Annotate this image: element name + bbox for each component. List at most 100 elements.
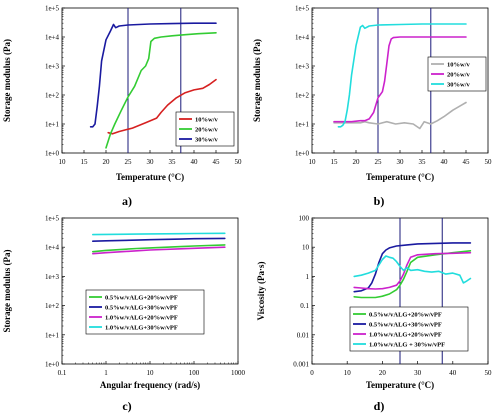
series-line-4: [353, 255, 472, 284]
legend-label: 1.0%w/vALG+30%w/vPF: [105, 325, 178, 332]
panel-label: a): [122, 194, 132, 208]
x-tick-label: 35: [169, 158, 177, 166]
x-tick-label: 50: [235, 158, 243, 166]
x-tick-label: 10: [147, 369, 155, 377]
x-tick-label: 100: [189, 369, 200, 377]
x-tick-label: 50: [485, 158, 493, 166]
panel-label: c): [122, 399, 131, 413]
x-axis-label: Temperature (°C): [366, 172, 434, 182]
x-tick-label: 1000: [231, 369, 246, 377]
legend-label: 10%w/v: [447, 62, 471, 69]
x-tick-label: 10: [344, 369, 352, 377]
legend-label: 30%w/v: [447, 82, 471, 89]
x-tick-label: 40: [191, 158, 199, 166]
x-tick-label: 30: [147, 158, 155, 166]
y-tick-label: 1e+0: [45, 361, 60, 369]
y-tick-label: 1e+5: [295, 5, 310, 13]
series-line-3: [92, 246, 226, 255]
legend: 0.5%w/vALG+20%w/vPF 0.5%w/vALG+30%w/vPF 1.…: [85, 289, 205, 335]
x-tick-label: 1: [104, 369, 108, 377]
series-line-2: [353, 242, 472, 293]
x-tick-label: 10: [309, 158, 317, 166]
legend: 10%w/v 20%w/v 30%w/v: [175, 111, 235, 147]
legend-label: 0.5%w/vALG+30%w/vPF: [105, 305, 178, 312]
x-tick-label: 10: [59, 158, 67, 166]
series-line-1: [333, 101, 467, 130]
series-line-1: [107, 78, 217, 135]
series-line-2: [105, 31, 217, 149]
x-axis-label: Temperature (°C): [116, 172, 184, 182]
legend: 10%w/v 20%w/v 30%w/v: [427, 56, 487, 92]
y-tick-label: 1e+2: [45, 302, 60, 310]
y-tick-label: 1e+5: [45, 215, 60, 223]
plot-content: 0 10 20 30 40 50 0.001 0.01 0.1 1 10 100 0.5%w/vALG+…: [293, 215, 492, 378]
y-tick-label: 1e+1: [295, 121, 310, 129]
x-tick-label: 25: [125, 158, 133, 166]
x-tick-label: 15: [331, 158, 339, 166]
legend-box: [349, 306, 469, 352]
series-line-1: [353, 250, 472, 299]
legend-label: 20%w/v: [195, 127, 219, 134]
y-axis-label: Storage modulus (Pa): [2, 249, 12, 332]
y-tick-label: 100: [299, 215, 310, 223]
plot-content: 10 15 20 25 30 35 40 45 50 1e+0 1e+1 1e+2 1e+3 1e+4 1e…: [295, 5, 492, 167]
plot-content: 0.1 1 10 100 1000 1e+0 1e+1 1e+2 1e+3 1e+4 1e+5 0.5…: [45, 215, 246, 378]
legend-label: 0.5%w/vALG+20%w/vPF: [105, 295, 178, 302]
legend-box: [85, 289, 205, 335]
x-tick-label: 0: [310, 369, 314, 377]
y-tick-label: 10: [302, 244, 310, 252]
x-tick-label: 0.1: [58, 369, 67, 377]
series-line-3: [337, 23, 467, 128]
panel-c: 0.1 1 10 100 1000 1e+0 1e+1 1e+2 1e+3 1e+4 1e+5 0.5…: [2, 215, 246, 414]
series-line-1: [92, 244, 226, 253]
y-tick-label: 1: [306, 273, 310, 281]
x-tick-label: 30: [397, 158, 405, 166]
y-tick-label: 1e+4: [295, 34, 310, 42]
x-tick-label: 40: [441, 158, 449, 166]
legend-label: 30%w/v: [195, 137, 219, 144]
panel-b: 10 15 20 25 30 35 40 45 50 1e+0 1e+1 1e+2 1e+3 1e+4 1e…: [252, 5, 492, 209]
series-line-4: [92, 232, 226, 236]
panel-label: d): [374, 399, 385, 413]
legend-label: 0.5%w/vALG+20%w/vPF: [369, 312, 442, 319]
panel-d: 0 10 20 30 40 50 0.001 0.01 0.1 1 10 100 0.5%w/vALG+…: [256, 215, 492, 414]
y-tick-label: 1e+0: [295, 150, 310, 158]
y-axis-label: Storage modulus (Pa): [252, 39, 262, 122]
panel-a: 10 15 20 25 30 35 40 45 50 1e+0 1e+1 1e+2 1e+3 1e+4 1e…: [2, 5, 242, 209]
y-tick-label: 0.1: [300, 302, 309, 310]
legend-label: 0.5%w/vALG+30%w/vPF: [369, 322, 442, 329]
y-tick-label: 1e+2: [295, 92, 310, 100]
y-tick-label: 1e+2: [45, 92, 60, 100]
x-tick-label: 45: [213, 158, 221, 166]
y-tick-label: 0.001: [293, 361, 309, 369]
y-tick-label: 1e+5: [45, 5, 60, 13]
y-tick-label: 1e+3: [45, 63, 60, 71]
legend-label: 1.0%w/vALG+20%w/vPF: [369, 332, 442, 339]
y-tick-label: 1e+4: [45, 244, 60, 252]
legend-label: 1.0%w/vALG + 30%w/vPF: [369, 342, 445, 349]
y-tick-label: 1e+0: [45, 150, 60, 158]
x-axis-label: Temperature (°C): [366, 380, 434, 390]
x-tick-label: 30: [414, 369, 422, 377]
legend-label: 1.0%w/vALG+20%w/vPF: [105, 315, 178, 322]
legend: 0.5%w/vALG+20%w/vPF 0.5%w/vALG+30%w/vPF 1.…: [349, 306, 469, 352]
plot-content: 10 15 20 25 30 35 40 45 50 1e+0 1e+1 1e+2 1e+3 1e+4 1e…: [45, 5, 242, 167]
x-tick-label: 50: [485, 369, 493, 377]
x-tick-label: 25: [375, 158, 383, 166]
x-tick-label: 45: [463, 158, 471, 166]
x-tick-label: 20: [379, 369, 387, 377]
y-axis-label: Viscosity (Pa·s): [256, 262, 266, 321]
y-axis-label: Storage modulus (Pa): [2, 39, 12, 122]
series-line-3: [353, 251, 472, 290]
panel-label: b): [374, 194, 385, 208]
y-tick-label: 0.01: [297, 331, 310, 339]
y-tick-label: 1e+1: [45, 331, 60, 339]
x-axis-label: Angular frequency (rad/s): [100, 380, 200, 390]
x-tick-label: 20: [103, 158, 111, 166]
series-line-2: [333, 36, 467, 123]
x-tick-label: 35: [419, 158, 427, 166]
y-tick-label: 1e+3: [295, 63, 310, 71]
y-tick-label: 1e+1: [45, 121, 60, 129]
y-tick-label: 1e+4: [45, 34, 60, 42]
